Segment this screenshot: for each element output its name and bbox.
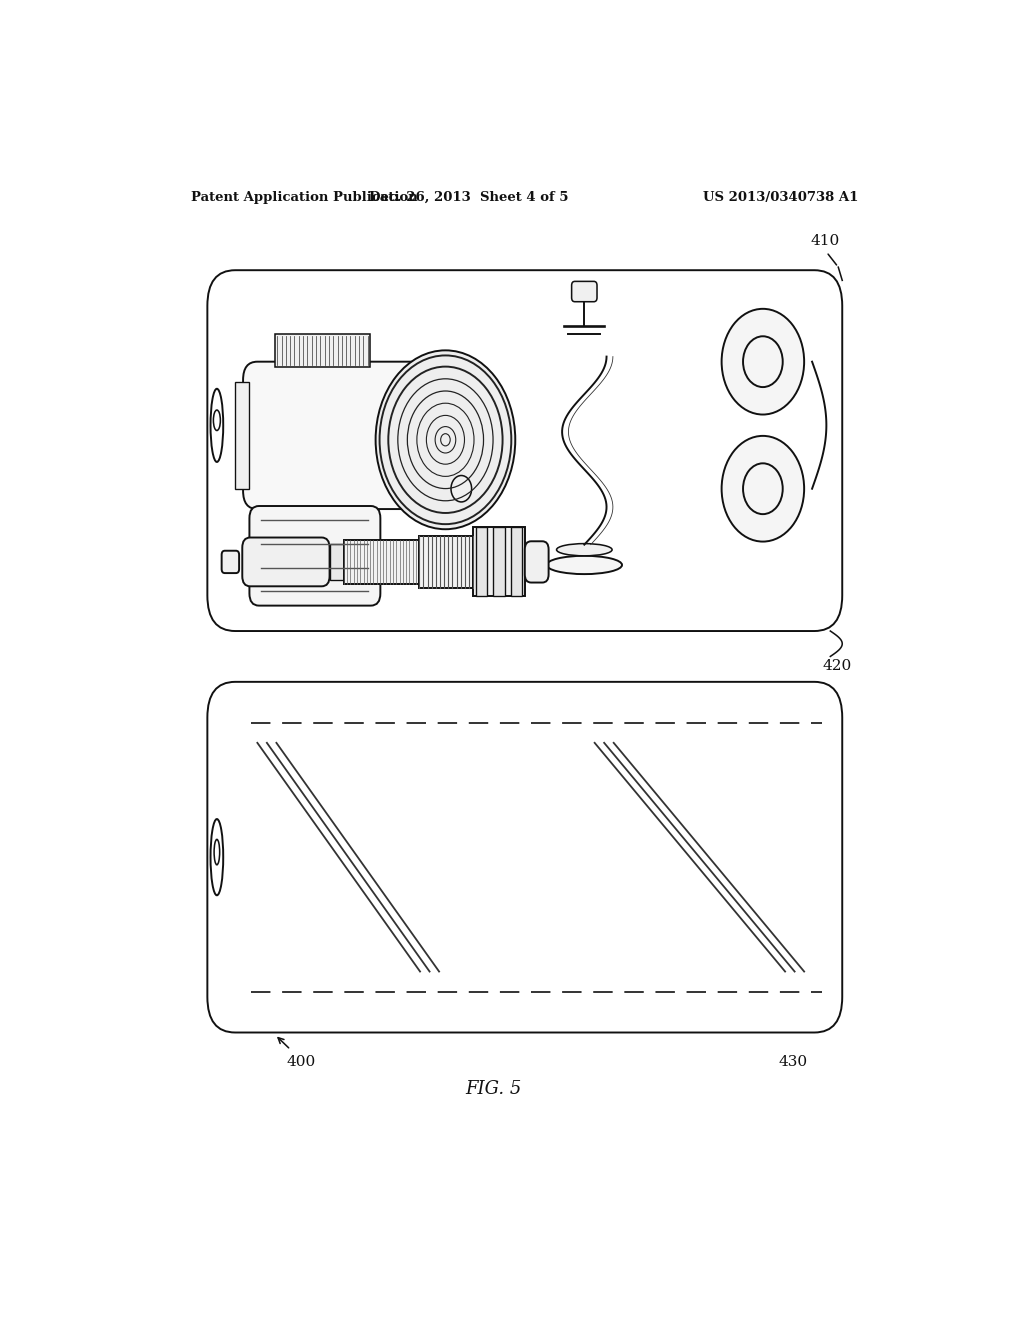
Bar	[274, 334, 370, 367]
Circle shape	[451, 475, 472, 502]
FancyBboxPatch shape	[571, 281, 597, 302]
Text: US 2013/0340738 A1: US 2013/0340738 A1	[702, 190, 858, 203]
Text: 430: 430	[778, 1055, 808, 1069]
Bar	[511, 528, 522, 597]
Circle shape	[722, 309, 804, 414]
Bar	[494, 528, 505, 597]
Text: 420: 420	[822, 660, 852, 673]
Bar	[330, 544, 344, 579]
FancyBboxPatch shape	[207, 271, 842, 631]
Bar	[344, 540, 419, 583]
Bar	[419, 536, 473, 587]
Bar	[475, 528, 486, 597]
FancyBboxPatch shape	[524, 541, 549, 582]
Ellipse shape	[214, 840, 220, 865]
Circle shape	[376, 350, 515, 529]
FancyBboxPatch shape	[250, 506, 380, 606]
Text: Patent Application Publication: Patent Application Publication	[191, 190, 418, 203]
Text: FIG. 5: FIG. 5	[465, 1080, 521, 1098]
FancyBboxPatch shape	[207, 682, 842, 1032]
Bar	[236, 381, 250, 488]
FancyBboxPatch shape	[243, 537, 330, 586]
Ellipse shape	[211, 818, 223, 895]
Ellipse shape	[211, 389, 223, 462]
Ellipse shape	[547, 556, 622, 574]
FancyBboxPatch shape	[221, 550, 240, 573]
Circle shape	[722, 436, 804, 541]
Text: 400: 400	[287, 1055, 316, 1069]
Text: Dec. 26, 2013  Sheet 4 of 5: Dec. 26, 2013 Sheet 4 of 5	[370, 190, 569, 203]
Text: 410: 410	[811, 234, 840, 248]
FancyBboxPatch shape	[243, 362, 450, 510]
Bar	[473, 528, 524, 597]
Ellipse shape	[557, 544, 612, 556]
Ellipse shape	[213, 411, 220, 430]
